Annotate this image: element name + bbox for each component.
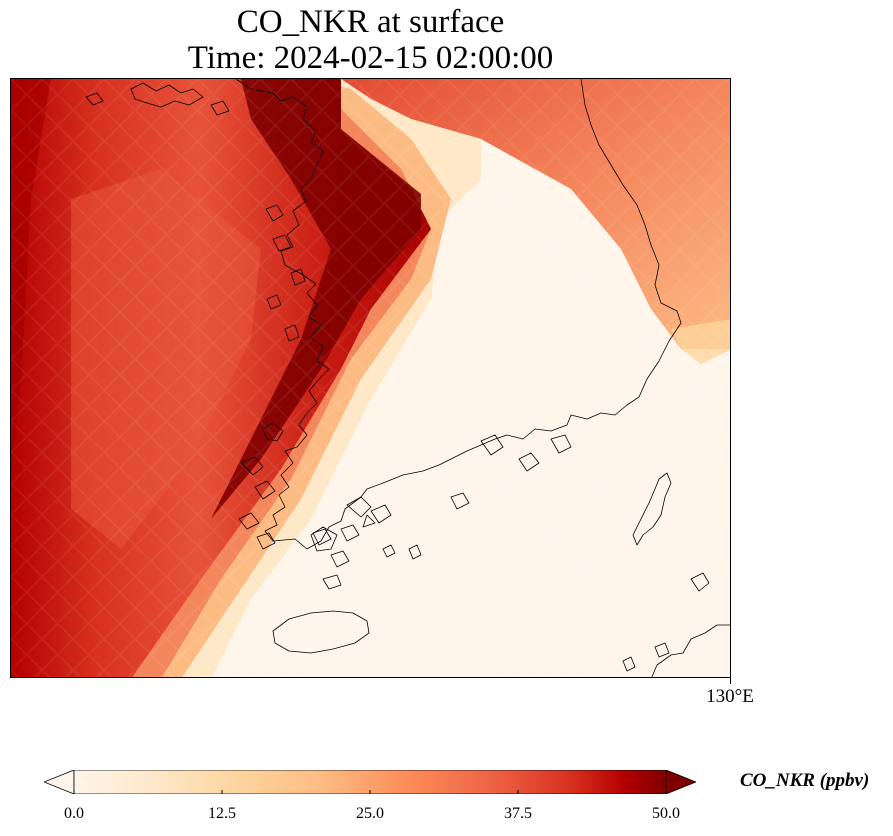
map-time: Time: 2024-02-15 02:00:00 (187, 40, 554, 76)
colorbar-tick-label: 25.0 (356, 805, 384, 822)
tsushima-island (632, 472, 672, 546)
longitude-tick (730, 678, 731, 684)
coastline (85, 79, 730, 677)
west-coast-islands (238, 204, 350, 568)
map-canvas (11, 79, 730, 677)
grid-cell-texture (11, 79, 730, 677)
northwest-islets (130, 82, 204, 108)
colorbar-tick-label: 12.5 (208, 805, 236, 822)
kyushu-islets (622, 642, 670, 672)
colorbar-tick-label: 0.0 (64, 805, 84, 822)
iki-island (690, 572, 710, 592)
colorbar-canvas (42, 769, 698, 795)
colorbar-min-extension (42, 769, 75, 795)
kyushu-coast (651, 624, 730, 677)
korean-peninsula-coast (235, 79, 682, 550)
map-title: CO_NKR at surface (236, 4, 505, 40)
northwest-islet-2 (85, 92, 104, 106)
longitude-label: 130°E (706, 686, 754, 707)
concentration-map (10, 78, 731, 678)
colorbar-tick-label: 50.0 (652, 805, 680, 822)
jeju-island (272, 610, 370, 654)
colorbar-max-extension (665, 769, 698, 795)
northwest-islet-3 (210, 100, 230, 116)
colorbar-tick-label: 37.5 (504, 805, 532, 822)
colorbar-title: CO_NKR (ppbv) (740, 770, 870, 791)
colorbar-ticks (73, 790, 667, 794)
south-coast-islands (310, 434, 572, 590)
colorbar (42, 769, 698, 795)
